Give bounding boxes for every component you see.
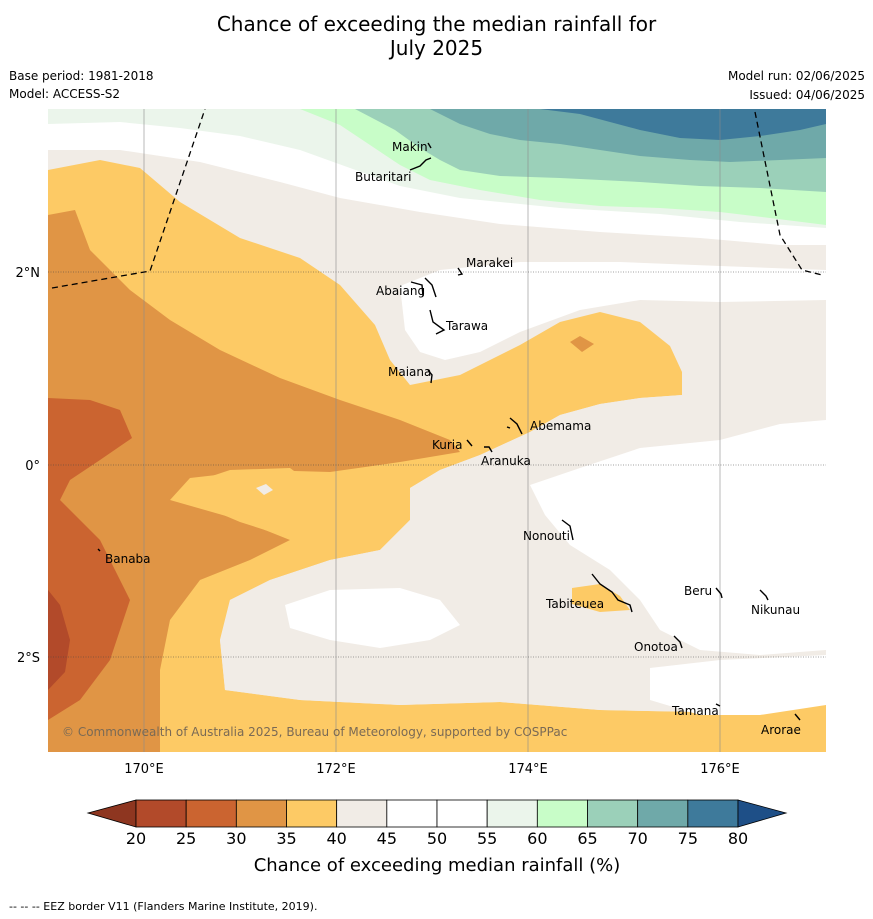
field-35-40-pocket xyxy=(185,468,320,538)
colorbar-tick-60: 60 xyxy=(527,829,547,848)
x-axis-ticks: 170°E 172°E 174°E 176°E xyxy=(124,762,740,777)
x-tick-172e: 172°E xyxy=(316,762,356,777)
model-name: Model: ACCESS-S2 xyxy=(9,87,121,101)
island-outlines xyxy=(97,142,801,721)
colorbar-tick-labels: 20 25 30 35 40 45 50 55 60 65 70 75 80 xyxy=(126,829,748,848)
y-axis-ticks: 2°N 0° 2°S xyxy=(16,266,41,666)
map-title-line1: Chance of exceeding the median rainfall … xyxy=(216,12,657,36)
place-tamana: Tamana xyxy=(671,704,719,718)
colorbar-segment xyxy=(336,799,388,828)
colorbar-tick-25: 25 xyxy=(176,829,196,848)
colorbar-tick-30: 30 xyxy=(226,829,246,848)
place-abemama: Abemama xyxy=(530,419,591,433)
colorbar-tick-55: 55 xyxy=(477,829,497,848)
field-35-40-tabiteuea xyxy=(572,584,630,612)
field-45-55-southeast-top xyxy=(530,420,826,655)
place-abaiang: Abaiang xyxy=(376,284,425,298)
colorbar-tick-50: 50 xyxy=(427,829,447,848)
copyright-notice: © Commonwealth of Australia 2025, Bureau… xyxy=(62,725,567,739)
field-35-40-south-strip xyxy=(48,720,826,752)
colorbar-segment xyxy=(235,799,287,828)
colorbar-segment xyxy=(386,799,438,828)
colorbar-segment xyxy=(637,799,689,828)
colorbar-segment xyxy=(185,799,237,828)
colorbar-segment xyxy=(486,799,538,828)
place-kuria: Kuria xyxy=(432,438,463,452)
y-tick-0: 0° xyxy=(25,459,40,474)
latitude-lines xyxy=(48,271,826,658)
place-tarawa: Tarawa xyxy=(445,319,488,333)
field-45-55-south-top xyxy=(285,588,460,648)
place-makin: Makin xyxy=(392,140,428,154)
place-marakei: Marakei xyxy=(466,256,513,270)
map-plot-area xyxy=(48,109,826,752)
y-tick-2s: 2°S xyxy=(17,651,40,666)
colorbar-title: Chance of exceeding median rainfall (%) xyxy=(254,855,621,876)
x-tick-176e: 176°E xyxy=(700,762,740,777)
place-onotoa: Onotoa xyxy=(634,640,678,654)
field-45-55-southeast2-top xyxy=(650,655,826,715)
place-beru: Beru xyxy=(684,584,712,598)
field-45-55-central xyxy=(400,262,826,360)
colorbar-tick-35: 35 xyxy=(276,829,296,848)
field-30-35 xyxy=(48,210,460,752)
eez-border-note: -- -- -- EEZ border V11 (Flanders Marine… xyxy=(9,900,318,913)
colorbar-segment xyxy=(536,799,588,828)
field-35-40 xyxy=(48,160,826,752)
colorbar-segment xyxy=(587,799,639,828)
place-tabiteuea: Tabiteuea xyxy=(545,597,604,611)
place-arorae: Arorae xyxy=(761,723,801,737)
colorbar: 20 25 30 35 40 45 50 55 60 65 70 75 80 Chance of exc… xyxy=(86,799,788,876)
x-tick-174e: 174°E xyxy=(508,762,548,777)
field-20-25 xyxy=(48,590,70,690)
colorbar-tick-75: 75 xyxy=(678,829,698,848)
field-40-45-pocket xyxy=(256,484,273,495)
colorbar-under-arrow xyxy=(86,799,137,828)
colorbar-segment xyxy=(286,799,338,828)
place-maiana: Maiana xyxy=(388,365,431,379)
colorbar-tick-20: 20 xyxy=(126,829,146,848)
map-title-line2: July 2025 xyxy=(389,36,484,60)
colorbar-tick-80: 80 xyxy=(728,829,748,848)
colorbar-over-arrow xyxy=(737,799,788,828)
field-75-80 xyxy=(540,109,826,140)
colorbar-segments xyxy=(135,799,739,828)
colorbar-segment xyxy=(135,799,187,828)
field-45-55-edge-top xyxy=(808,480,826,530)
place-labels: Makin Butaritari Marakei Abaiang Tarawa … xyxy=(105,140,801,737)
colorbar-tick-40: 40 xyxy=(326,829,346,848)
graticule xyxy=(143,109,721,752)
colorbar-tick-65: 65 xyxy=(577,829,597,848)
place-nonouti: Nonouti xyxy=(523,529,570,543)
place-butaritari: Butaritari xyxy=(355,170,412,184)
field-30-35-spot xyxy=(570,336,594,352)
place-banaba: Banaba xyxy=(105,552,151,566)
base-period: Base period: 1981-2018 xyxy=(9,69,154,83)
colorbar-segment xyxy=(687,799,739,828)
issued-date: Issued: 04/06/2025 xyxy=(749,88,865,102)
colorbar-tick-70: 70 xyxy=(627,829,647,848)
colorbar-tick-45: 45 xyxy=(377,829,397,848)
model-run-date: Model run: 02/06/2025 xyxy=(727,69,865,83)
x-tick-170e: 170°E xyxy=(124,762,164,777)
place-aranuka: Aranuka xyxy=(481,454,531,468)
place-nikunau: Nikunau xyxy=(751,603,800,617)
colorbar-segment xyxy=(436,799,488,828)
eez-borders xyxy=(51,109,823,289)
y-tick-2n: 2°N xyxy=(16,266,41,281)
